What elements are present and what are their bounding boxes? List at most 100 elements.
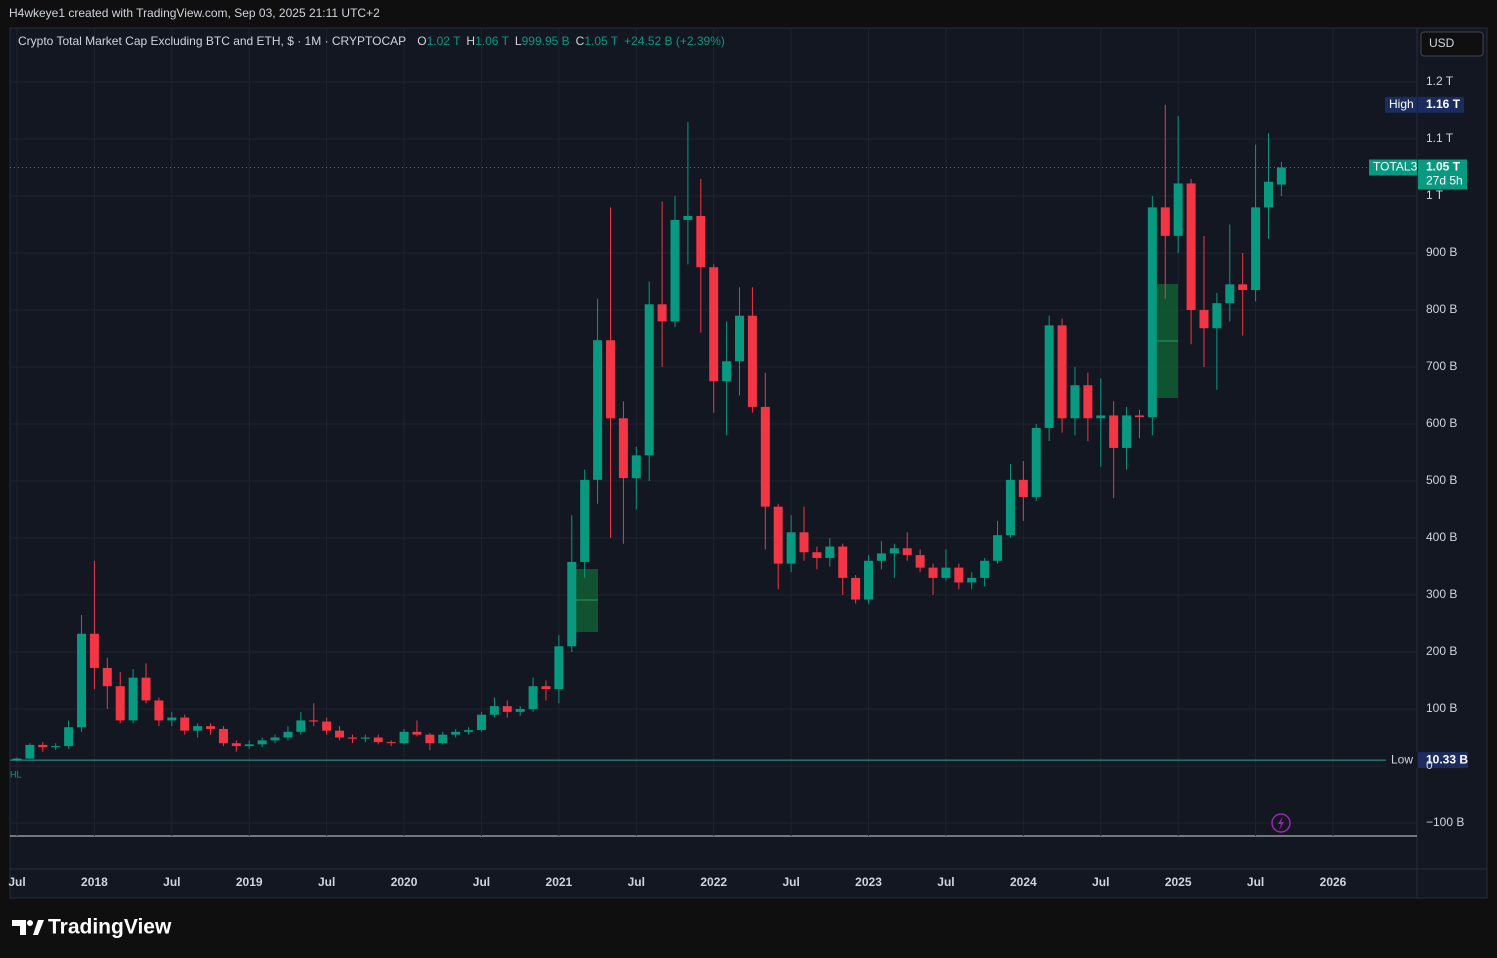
header-value: 1.05 T [584,34,618,48]
header-key: L [515,34,522,48]
candle-body [915,555,925,568]
candle-body [257,740,267,745]
y-tick-label: 0 [1426,758,1433,772]
candle-body [889,548,899,554]
candle-body [618,418,628,479]
candle-body [64,727,74,747]
candle-body [799,532,809,553]
y-tick-label: 800 B [1426,302,1457,316]
grid [10,28,1417,836]
candle-body [12,758,22,761]
symbol-title: Crypto Total Market Cap Excluding BTC an… [18,34,406,48]
candle-body [864,560,874,600]
candle-body [1018,479,1028,497]
candle-body [1238,284,1248,291]
candle-body [683,215,693,220]
last-tag-name-bg [1369,159,1417,176]
candle-body [206,726,216,729]
brand-logo: TradingView [12,916,172,939]
y-tick-label: 900 B [1426,245,1457,259]
x-tick-label: 2023 [855,875,882,889]
candle-body [605,340,615,419]
candle-body [1109,415,1119,448]
candle-body [709,267,719,382]
candle-body [1263,181,1273,208]
last-tag-value-bg [1418,159,1467,190]
candle-body [1225,284,1235,304]
header-change: +24.52 B (+2.39%) [624,34,725,48]
candle-body [631,455,641,479]
brand: TradingView [48,916,172,939]
candle-body [515,709,525,712]
candle-body [322,721,332,731]
candles [12,104,1286,761]
candle-body [1186,183,1196,310]
candle-body [412,731,422,735]
candle-body [670,219,680,322]
candle-body [451,731,461,735]
x-tick-label: 2018 [81,875,108,889]
candle-body [593,340,603,480]
x-tick-label: 2025 [1165,875,1192,889]
candle-body [283,731,293,738]
candle-body [1083,385,1093,419]
candle-body [438,734,448,744]
x-tick-label: Jul [318,875,335,889]
y-tick-label: 500 B [1426,473,1457,487]
candle-body [1070,385,1080,419]
candle-body [425,734,435,744]
candle-body [1005,479,1015,536]
header-key: C [576,34,585,48]
candle-body [1122,415,1132,448]
candle-body [735,315,745,362]
candle-body [373,737,383,743]
candle-body [1251,207,1261,291]
candle-body [502,706,512,712]
logo-shape [33,920,44,935]
candle-body [528,686,538,710]
x-tick-label: Jul [937,875,954,889]
candle-body [51,746,61,748]
candle-body [954,567,964,583]
candle-body [760,406,770,507]
low-tag-bg [1386,752,1417,769]
high-tag-value-bg [1418,96,1464,113]
candle-body [1044,325,1054,428]
candle-body [941,567,951,578]
candle-body [244,744,254,747]
last-tag-countdown: 27d 5h [1426,174,1463,188]
y-tick-label: 1 T [1426,188,1444,202]
logo-dot [27,920,33,926]
header-value: 1.02 T [427,34,461,48]
candle-body [335,730,345,738]
candle-body [541,686,551,690]
alert-icon[interactable] [1271,813,1291,833]
candle-body [154,700,164,721]
candle-body [89,633,99,668]
candle-body [464,730,474,732]
y-tick-label: 200 B [1426,644,1457,658]
x-tick-label: 2019 [236,875,263,889]
x-tick-label: 2026 [1320,875,1347,889]
low-tag-value: 10.33 B [1426,752,1468,766]
candle-body [967,577,977,583]
credit: H4wkeye1 created with TradingView.com, S… [9,6,380,20]
candle-body [838,546,848,578]
candle-body [489,706,499,715]
currency-button[interactable] [1420,31,1484,57]
candle-body [193,726,203,731]
candle-body [773,506,783,564]
currency[interactable]: USD [1429,36,1455,50]
candle-body [928,567,938,578]
candle-body [851,577,861,600]
candle-body [1134,415,1144,418]
candle-body [722,361,732,382]
highlight-boxes [572,284,1178,632]
candle-body [1147,207,1157,418]
candle-body [115,686,125,721]
low-tag-name: Low [1391,752,1413,766]
candle-body [399,731,409,744]
candle-body [1199,309,1209,329]
